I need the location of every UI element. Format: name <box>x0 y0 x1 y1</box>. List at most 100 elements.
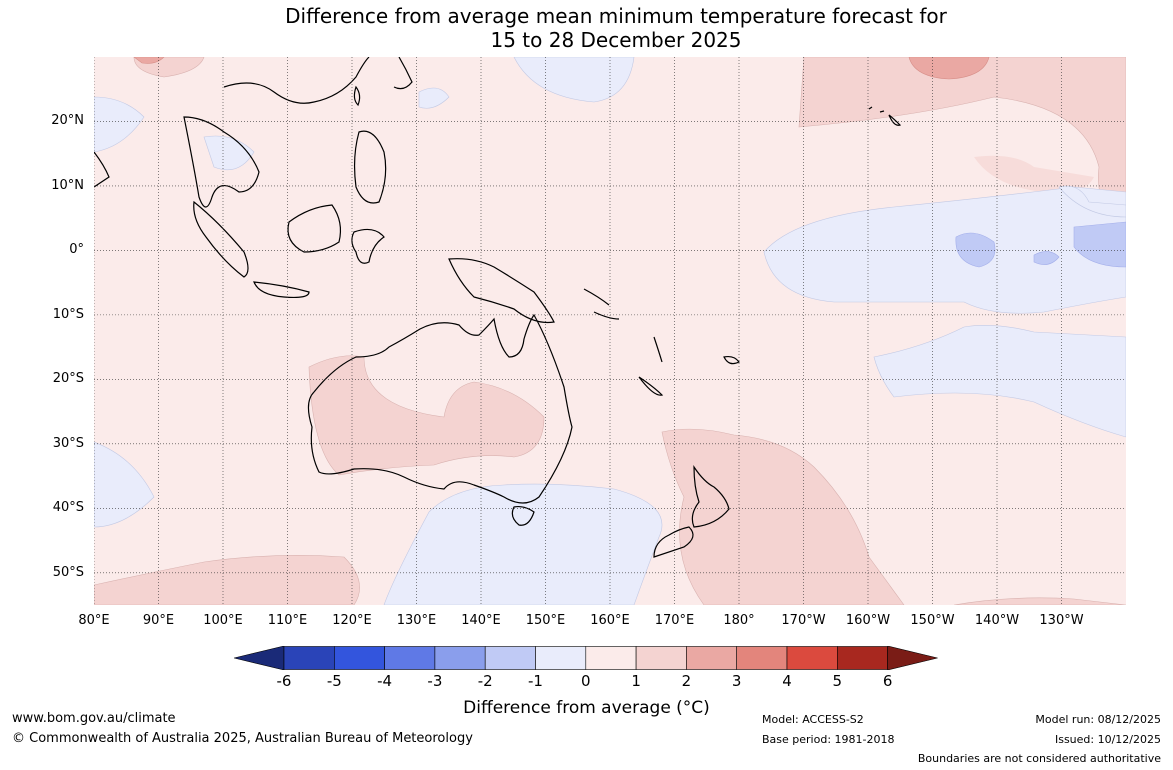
colorbar-tick-label: 3 <box>731 672 742 690</box>
colorbar-tick-label: -3 <box>427 672 443 690</box>
boundaries-disclaimer: Boundaries are not considered authoritat… <box>917 752 1161 765</box>
longitude-label: 130°E <box>396 613 437 628</box>
new-guinea-coast <box>448 258 555 324</box>
longitude-label: 180° <box>723 613 755 628</box>
japan-coast <box>393 57 413 90</box>
colorbar-extend-high <box>887 646 938 670</box>
longitude-label: 90°E <box>142 613 175 628</box>
region-far-south-east-warm <box>953 597 1126 605</box>
anomaly-minus2-to-minus1-regions <box>955 221 1126 268</box>
longitude-label: 130°W <box>1039 613 1084 628</box>
region-north-pacific-hot <box>908 57 990 80</box>
copyright-text: © Commonwealth of Australia 2025, Austra… <box>12 731 473 746</box>
colorbar-tick-label: 0 <box>581 672 591 690</box>
colorbar-tick-label: -6 <box>276 672 292 690</box>
region-philippine-sea-cool <box>418 87 450 109</box>
latitude-label: 40°S <box>52 500 84 516</box>
region-west-ocean-cool <box>94 441 155 528</box>
title-line-1: Difference from average mean minimum tem… <box>285 4 947 28</box>
latitude-label: 50°S <box>52 564 84 580</box>
fiji-islands <box>723 355 740 365</box>
borneo-coast <box>287 204 342 253</box>
anomaly-1-to-2-regions <box>94 57 1126 605</box>
anomaly-2-to-3-regions <box>133 57 990 80</box>
graticule <box>94 57 1126 605</box>
colorbar-segment <box>484 646 536 670</box>
colorbar-segment <box>384 646 436 670</box>
new-zealand-south <box>653 526 694 558</box>
india-coast <box>94 151 110 188</box>
region-equatorial-cold-2 <box>1033 251 1060 265</box>
longitude-label: 80°E <box>78 613 110 628</box>
solomon-islands <box>583 288 620 320</box>
colorbar-tick-label: -2 <box>477 672 493 690</box>
colorbar-tick-label: 4 <box>782 672 792 690</box>
region-west-pacific-cool <box>513 57 635 103</box>
longitude-label: 170°E <box>654 613 695 628</box>
region-equatorial-cold-1 <box>955 232 996 268</box>
colorbar-segment <box>786 646 838 670</box>
colorbar-tick-label: 2 <box>681 672 692 690</box>
forecast-map <box>94 57 1126 605</box>
website-link[interactable]: www.bom.gov.au/climate <box>12 711 176 726</box>
colorbar-segment <box>736 646 788 670</box>
model-run: Model run: 08/12/2025 <box>1035 713 1161 726</box>
longitude-label: 160°W <box>845 613 891 628</box>
colorbar-segment <box>686 646 737 670</box>
region-equatorial-cold-3 <box>1073 221 1126 268</box>
region-equatorial-pacific-cool <box>763 186 1126 314</box>
hawaii-islands <box>868 106 902 126</box>
longitude-label: 170°W <box>781 613 826 628</box>
region-hawaii-warm <box>974 155 1094 193</box>
latitude-label: 30°S <box>52 435 84 451</box>
australia-coast <box>307 313 573 504</box>
region-south-pacific-cool <box>873 325 1126 438</box>
region-southern-ocean-cool <box>383 483 663 605</box>
sulawesi-coast <box>351 228 385 264</box>
indochina-coast <box>183 116 260 208</box>
colorbar-segment <box>434 646 486 670</box>
java-coast <box>253 281 310 299</box>
colorbar-segment <box>585 646 637 670</box>
colorbar-segment <box>635 646 687 670</box>
longitude-label: 150°E <box>525 613 566 628</box>
colorbar-tick-label: 1 <box>631 672 641 690</box>
latitude-label: 10°S <box>52 306 84 322</box>
region-east-pacific-cool <box>1058 185 1126 218</box>
anomaly-minus1-to-0-regions <box>94 57 1126 605</box>
coastlines <box>94 57 902 558</box>
latitude-label: 0° <box>69 242 84 258</box>
latitude-label: 10°N <box>51 177 84 193</box>
region-australia-warm <box>308 355 545 476</box>
new-caledonia <box>638 376 664 396</box>
map-title: Difference from average mean minimum tem… <box>0 4 1173 52</box>
longitude-label: 120°E <box>332 613 372 628</box>
latitude-label: 20°N <box>51 113 84 129</box>
region-tasman-warm <box>661 428 905 605</box>
longitude-label: 160°E <box>590 613 630 628</box>
region-south-china-sea-cool <box>203 135 255 171</box>
colorbar-extend-low <box>234 646 285 670</box>
map-svg <box>94 57 1126 605</box>
colorbar-segment <box>283 646 335 670</box>
longitude-label: 150°W <box>910 613 955 628</box>
colorbar-tick-label: -4 <box>377 672 393 690</box>
longitude-label: 100°E <box>203 613 243 628</box>
region-southern-ocean-warm <box>94 555 360 605</box>
colorbar-tick-label: -5 <box>326 672 342 690</box>
philippines-coast <box>353 130 387 204</box>
colorbar-segment <box>334 646 385 670</box>
longitude-label: 110°E <box>267 613 308 628</box>
title-line-2: 15 to 28 December 2025 <box>490 28 742 52</box>
colorbar-tick-label: 6 <box>882 672 893 690</box>
region-north-china-hot <box>133 57 165 64</box>
colorbar-segment <box>836 646 888 670</box>
taiwan-coast <box>353 85 361 107</box>
vanuatu-islands <box>653 336 663 363</box>
longitude-label: 140°E <box>461 613 501 628</box>
longitude-label: 140°W <box>974 613 1020 628</box>
issued-date: Issued: 10/12/2025 <box>1054 733 1161 746</box>
tasmania-coast <box>511 505 535 526</box>
colorbar-label: Difference from average (°C) <box>463 698 710 718</box>
base-period: Base period: 1981-2018 <box>762 733 895 746</box>
